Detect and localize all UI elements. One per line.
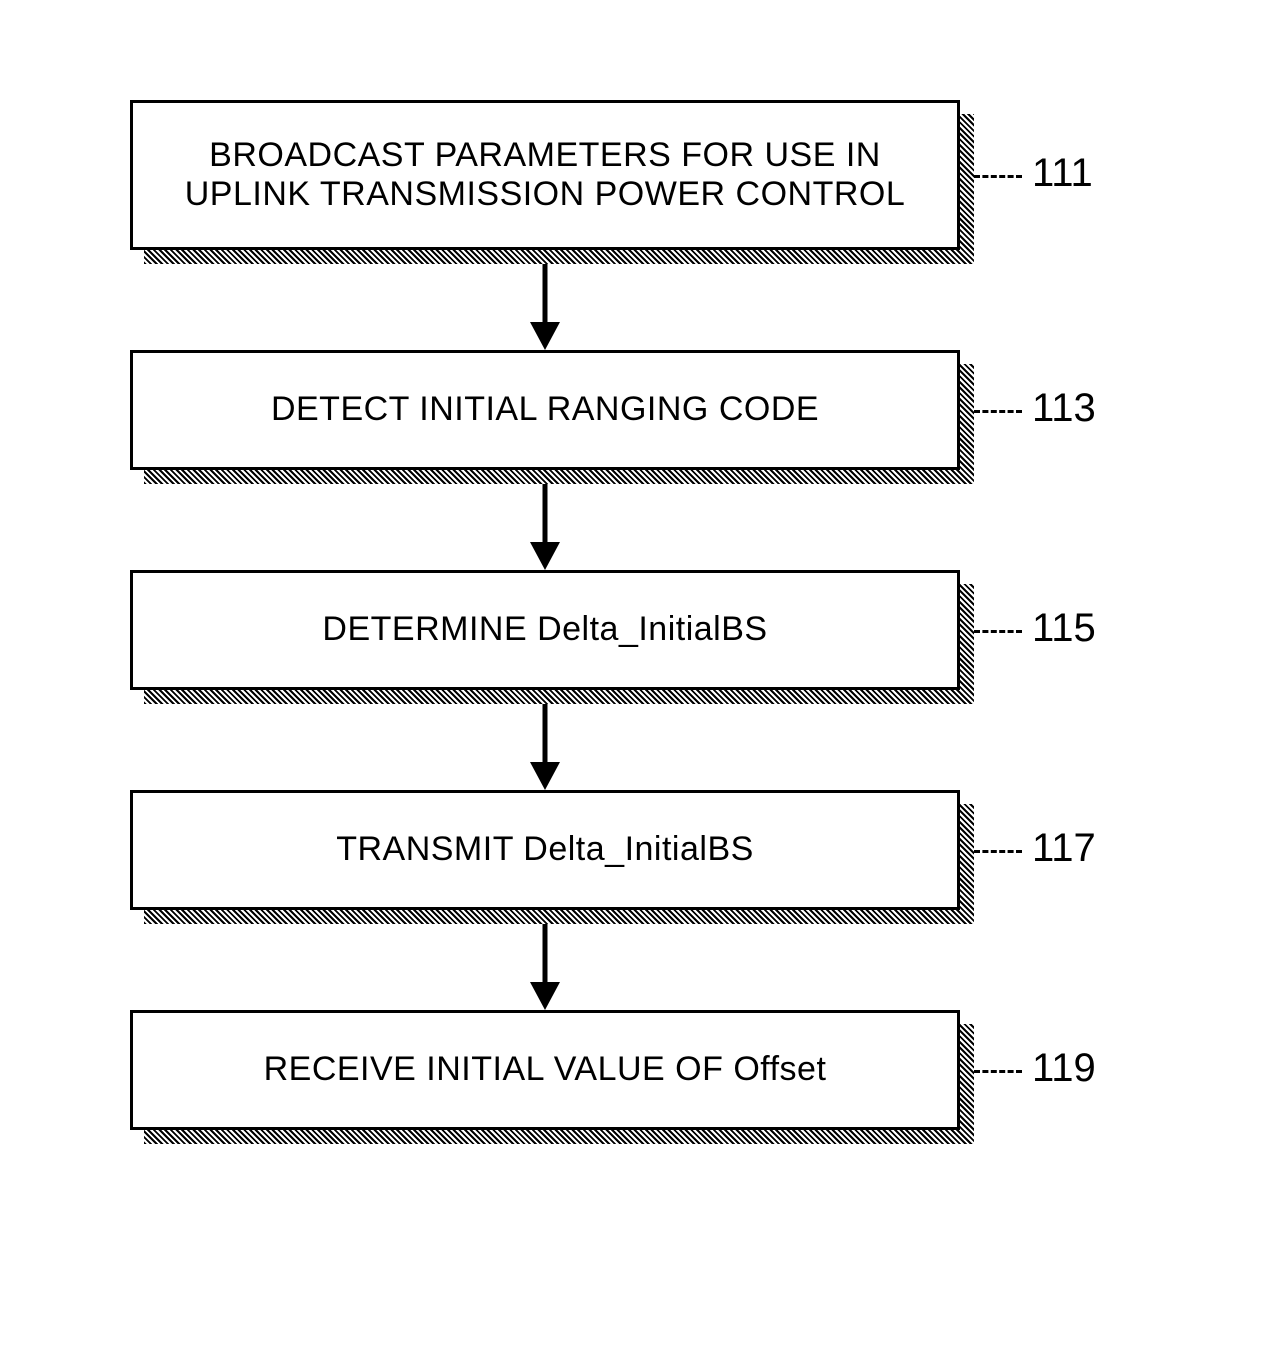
arrow-line [543, 924, 548, 984]
flow-node: TRANSMIT Delta_InitialBS [130, 790, 960, 910]
node-ref-label: 111 [1032, 151, 1093, 196]
label-connector-dash [974, 1070, 1022, 1073]
arrow-head-icon [530, 982, 560, 1010]
flowchart-canvas: BROADCAST PARAMETERS FOR USE IN UPLINK T… [0, 0, 1270, 1352]
flow-node: RECEIVE INITIAL VALUE OF Offset [130, 1010, 960, 1130]
node-box: RECEIVE INITIAL VALUE OF Offset [130, 1010, 960, 1130]
node-box: DETERMINE Delta_InitialBS [130, 570, 960, 690]
arrow-head-icon [530, 542, 560, 570]
node-ref-label: 117 [1032, 826, 1096, 871]
arrow-line [543, 704, 548, 764]
node-box: BROADCAST PARAMETERS FOR USE IN UPLINK T… [130, 100, 960, 250]
flow-node: DETERMINE Delta_InitialBS [130, 570, 960, 690]
arrow-line [543, 264, 548, 324]
label-connector-dash [974, 410, 1022, 413]
arrow-head-icon [530, 322, 560, 350]
node-ref-label: 115 [1032, 606, 1096, 651]
label-connector-dash [974, 630, 1022, 633]
label-connector-dash [974, 850, 1022, 853]
node-box: DETECT INITIAL RANGING CODE [130, 350, 960, 470]
arrow-head-icon [530, 762, 560, 790]
flow-node: DETECT INITIAL RANGING CODE [130, 350, 960, 470]
node-ref-label: 119 [1032, 1046, 1096, 1091]
node-ref-label: 113 [1032, 386, 1096, 431]
arrow-line [543, 484, 548, 544]
node-box: TRANSMIT Delta_InitialBS [130, 790, 960, 910]
label-connector-dash [974, 175, 1022, 178]
flow-node: BROADCAST PARAMETERS FOR USE IN UPLINK T… [130, 100, 960, 250]
